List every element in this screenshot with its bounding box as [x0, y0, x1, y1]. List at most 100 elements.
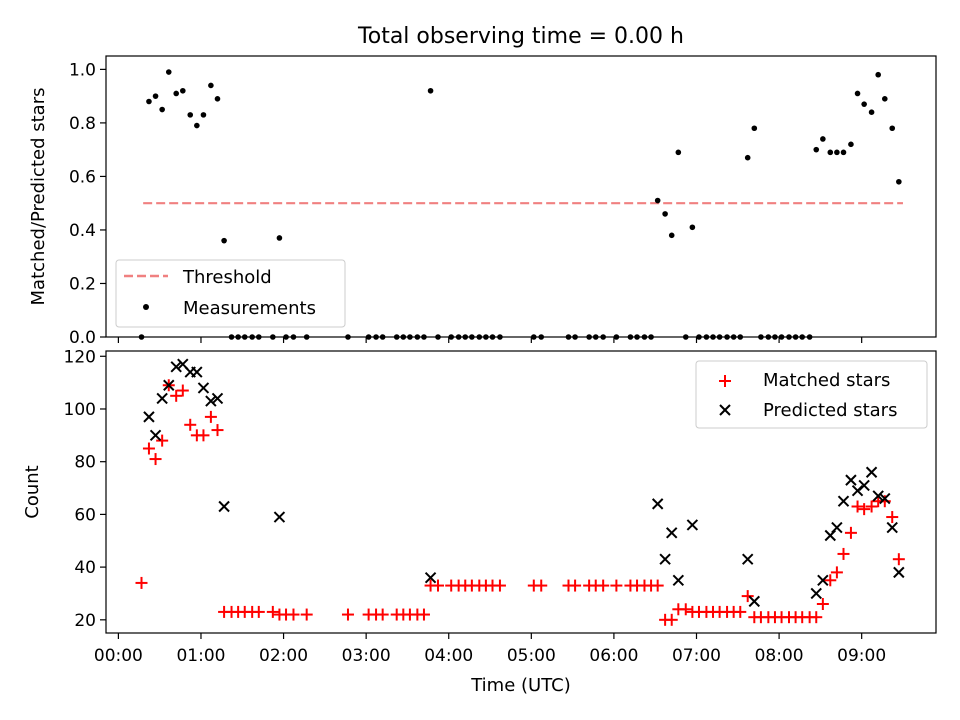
predicted-star-stroke-b — [177, 358, 189, 370]
matched-star-point — [892, 553, 905, 566]
measurement-point — [159, 106, 165, 113]
matched-star-point — [252, 605, 265, 618]
matched-star-point — [837, 547, 850, 560]
bottom-x-tick-label: 05:00 — [507, 646, 556, 666]
matched-star-point — [300, 608, 313, 621]
measurement-point — [896, 178, 902, 185]
matched-star-point — [135, 576, 148, 589]
measurement-point — [689, 224, 696, 231]
predicted-star-point — [205, 395, 217, 407]
bottom-y-ticks: 20 40 60 80 100 120 — [64, 347, 106, 631]
measurement-point — [214, 96, 221, 102]
measurement-point — [848, 141, 854, 148]
predicted-star-point — [858, 479, 870, 492]
bottom-marks — [135, 358, 905, 626]
bottom-x-tick-label: 06:00 — [589, 646, 638, 666]
bottom-x-tick-label: 00:00 — [94, 646, 143, 666]
predicted-star-stroke-b — [893, 566, 905, 579]
measurement-point — [840, 149, 847, 156]
matched-star-point — [432, 579, 444, 592]
matched-star-point — [176, 384, 189, 397]
measurement-point — [276, 235, 283, 241]
matched-star-point — [170, 389, 183, 402]
bottom-y-axis-label: Count — [22, 465, 43, 518]
matched-star-point — [851, 500, 864, 513]
bottom-legend-box — [695, 360, 928, 429]
matched-star-point — [535, 579, 548, 592]
matched-star-point — [665, 613, 678, 626]
bottom-panel: 20 40 60 80 100 120 00:00 01:00 02:00 03:00 04:00… — [22, 347, 937, 696]
measurement-point — [868, 109, 875, 115]
predicted-star-point — [886, 521, 898, 534]
matched-star-point — [651, 579, 664, 592]
predicted-star-point — [686, 519, 699, 531]
top-legend: Threshold Measurements — [115, 259, 346, 328]
predicted-star-stroke-b — [872, 490, 884, 502]
matched-star-point — [197, 429, 210, 442]
matched-star-point — [142, 442, 155, 455]
legend-measurements-swatch — [143, 304, 149, 310]
measurement-point — [208, 82, 214, 89]
measurement-point — [813, 146, 820, 153]
bottom-x-tick-label: 03:00 — [342, 646, 391, 666]
predicted-star-point — [837, 495, 850, 507]
top-marks — [138, 69, 903, 340]
matched-star-point — [569, 579, 582, 592]
predicted-star-point — [831, 521, 843, 534]
measurement-point — [200, 112, 207, 118]
predicted-star-stroke-b — [886, 521, 898, 534]
predicted-star-stroke-b — [218, 500, 230, 513]
predicted-star-stroke-b — [149, 429, 162, 442]
predicted-star-stroke-b — [170, 361, 182, 373]
measurement-point — [187, 112, 194, 118]
measurement-point — [165, 69, 172, 75]
top-panel: 0.0 0.2 0.4 0.6 0.8 1.0 Matched/Predicted sta… — [28, 55, 937, 348]
matched-star-point — [211, 424, 224, 437]
predicted-star-point — [872, 490, 884, 502]
predicted-star-stroke-b — [879, 492, 891, 505]
predicted-star-stroke-b — [858, 479, 870, 492]
matched-star-point — [741, 590, 754, 603]
measurement-point — [668, 232, 675, 239]
predicted-star-point — [170, 361, 182, 373]
top-plot-frame — [105, 55, 937, 338]
bottom-y-tick-label: 120 — [64, 347, 96, 367]
predicted-star-point — [156, 392, 168, 405]
measurement-point — [827, 149, 834, 156]
predicted-star-stroke-b — [748, 595, 761, 608]
measurement-point — [427, 87, 434, 94]
predicted-star-stroke-b — [672, 574, 685, 586]
measurement-point — [744, 154, 751, 161]
measurement-point — [180, 87, 186, 94]
predicted-star-point — [163, 379, 175, 391]
matched-star-point — [493, 579, 506, 592]
matched-star-point — [816, 598, 829, 611]
predicted-star-stroke-b — [191, 366, 203, 378]
matched-star-point — [865, 500, 878, 513]
predicted-star-stroke-b — [197, 382, 210, 394]
matched-star-point — [679, 603, 692, 616]
predicted-star-stroke-b — [810, 587, 822, 600]
predicted-star-point — [845, 474, 857, 486]
top-y-tick-label: 0.0 — [69, 328, 96, 348]
top-x-ticks — [117, 337, 863, 343]
measurement-point — [854, 90, 861, 97]
predicted-star-point — [865, 466, 878, 478]
matched-star-point — [341, 608, 354, 621]
legend-matched-swatch — [719, 375, 731, 387]
bottom-x-tick-label: 02:00 — [259, 646, 308, 666]
matched-star-point — [824, 574, 837, 587]
bottom-y-tick-label: 80 — [74, 453, 96, 473]
predicted-star-stroke-b — [831, 521, 843, 534]
measurement-point — [861, 101, 867, 107]
predicted-star-point — [273, 511, 286, 523]
matched-star-point — [149, 453, 162, 466]
predicted-star-stroke-b — [686, 519, 699, 531]
measurement-point — [654, 197, 661, 204]
predicted-star-point — [191, 366, 203, 378]
measurement-point — [194, 122, 200, 129]
bottom-x-tick-label: 01:00 — [176, 646, 225, 666]
bottom-y-tick-label: 60 — [74, 505, 96, 525]
predicted-star-point — [672, 574, 685, 586]
